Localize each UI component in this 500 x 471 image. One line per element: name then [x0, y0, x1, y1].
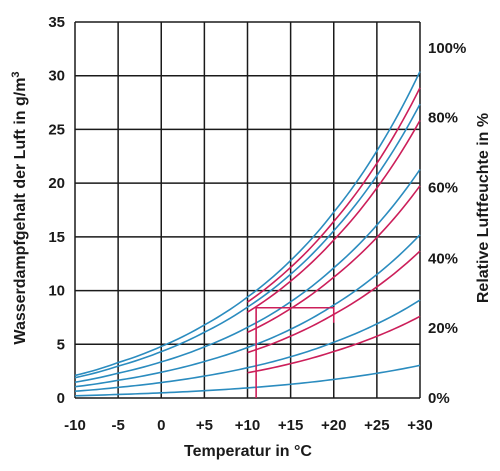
- y-tick-label: 15: [48, 229, 65, 246]
- chart-grid: [74, 21, 421, 399]
- y-axis-title: Wasserdampfgehalt der Luft in g/m3: [10, 71, 29, 344]
- x-tick-label: +10: [235, 417, 260, 434]
- y-tick-label: 35: [48, 14, 65, 31]
- y-tick-labels: 0 5 10 15 20 25 30 35: [48, 14, 65, 407]
- y-axis-title-text: Wasserdampfgehalt der Luft in g/m: [12, 78, 29, 345]
- y2-tick-label: 40%: [428, 250, 458, 267]
- y-tick-label: 0: [57, 390, 65, 407]
- humidity-curve-blue: [74, 299, 421, 393]
- y2-tick-label: 0%: [428, 390, 450, 407]
- humidity-curve-red: [247, 120, 421, 313]
- y-tick-label: 5: [57, 336, 65, 353]
- x-tick-label: -5: [111, 417, 124, 434]
- y-tick-label: 20: [48, 175, 65, 192]
- humidity-curve-blue: [74, 234, 421, 388]
- y2-axis-title: Relative Luftfeuchte in %: [475, 113, 492, 303]
- humidity-curve-blue: [74, 71, 421, 377]
- x-tick-label: +25: [364, 417, 389, 434]
- x-tick-label: +5: [196, 417, 213, 434]
- x-tick-label: -10: [64, 417, 86, 434]
- y-axis-title-superscript: 3: [10, 71, 22, 77]
- y-tick-label: 10: [48, 283, 65, 300]
- x-tick-label: +30: [407, 417, 432, 434]
- humidity-curve-blue: [74, 103, 421, 379]
- x-tick-label: +20: [321, 417, 346, 434]
- y2-tick-label: 100%: [428, 40, 466, 57]
- x-tick-label: 0: [157, 417, 165, 434]
- y2-tick-label: 80%: [428, 110, 458, 127]
- x-axis-title: Temperatur in °C: [184, 443, 312, 460]
- y2-tick-label: 20%: [428, 320, 458, 337]
- y2-tick-labels: 100% 80% 60% 40% 20% 0%: [428, 40, 466, 407]
- annotation-line: [255, 306, 335, 398]
- humidity-curve-red: [247, 185, 421, 334]
- y2-tick-label: 60%: [428, 179, 458, 196]
- humidity-curves: [74, 71, 421, 397]
- dewpoint-annotation: [255, 306, 335, 398]
- humidity-curve-red: [247, 87, 421, 303]
- x-tick-label: +15: [278, 417, 303, 434]
- y-tick-label: 30: [48, 68, 65, 85]
- humidity-curve-red: [247, 315, 421, 374]
- humidity-curve-blue: [74, 364, 421, 397]
- x-tick-labels: -10 -5 0 +5 +10 +15 +20 +25 +30: [64, 417, 433, 434]
- y-tick-label: 25: [48, 121, 65, 138]
- humidity-curve-blue: [74, 168, 421, 383]
